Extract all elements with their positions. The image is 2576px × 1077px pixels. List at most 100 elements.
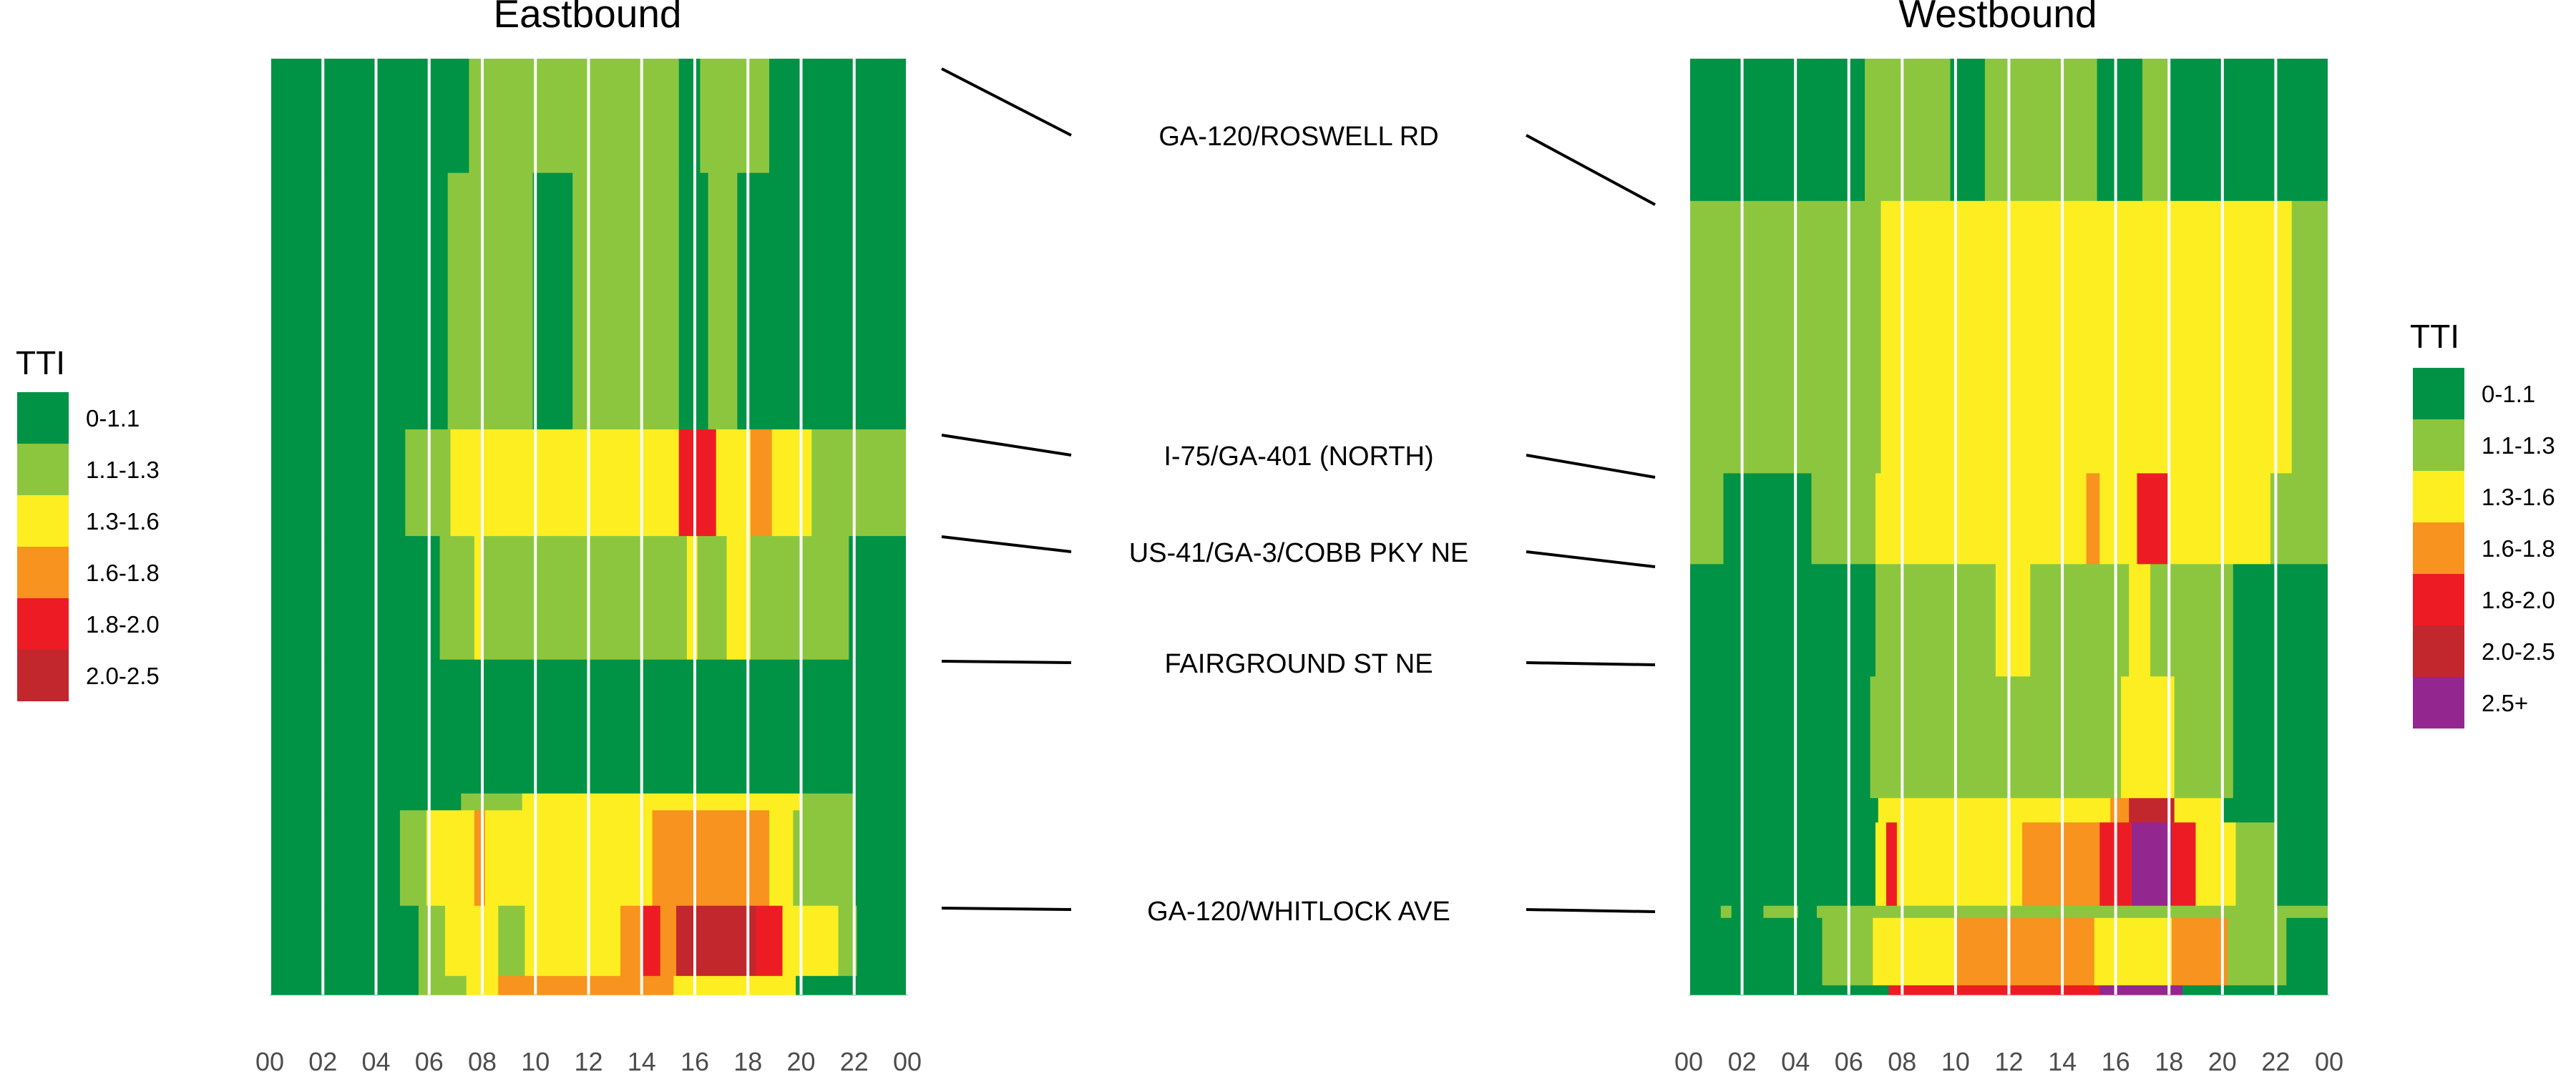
eastbound-cell-r7-c12 <box>857 905 908 977</box>
eastbound-cell-r2-c6 <box>771 429 812 537</box>
westbound-cell-r2-c4 <box>2086 473 2100 565</box>
legend-swatch-1.1-1.3 <box>17 444 69 495</box>
westbound-cell-r3-c0 <box>1689 564 1876 677</box>
eastbound-cell-r3-c1 <box>439 536 475 661</box>
westbound-cell-r7-c3 <box>1763 905 1799 919</box>
eastbound-hour-gridlines <box>268 59 909 995</box>
westbound-cell-r7-c0 <box>1689 905 1722 919</box>
westbound-cell-r0-c5 <box>2142 59 2170 202</box>
westbound-cell-r8-c7 <box>2286 917 2330 986</box>
eastbound-x-tick-label: 06 <box>415 1047 444 1073</box>
westbound-cell-r8-c0 <box>1689 917 1823 986</box>
westbound-cell-r4-c3 <box>2174 676 2234 799</box>
eastbound-cell-r2-c2 <box>450 429 680 537</box>
eastbound-cell-r2-c3 <box>678 429 717 537</box>
legend-swatch-1.8-2.0 <box>17 598 69 650</box>
westbound-x-tick-label: 04 <box>1781 1047 1810 1073</box>
westbound-cell-r3-c2 <box>1995 564 2031 677</box>
eastbound-cell-r1-c3 <box>572 172 680 430</box>
westbound-x-tick-label: 02 <box>1728 1047 1757 1073</box>
eastbound-x-tick-label: 02 <box>308 1047 337 1073</box>
eastbound-x-tick-label: 14 <box>628 1047 656 1073</box>
legend-swatch-1.8-2.0 <box>2413 574 2464 625</box>
eastbound-cell-r6-c2 <box>426 810 475 907</box>
eastbound-cell-r0-c4 <box>769 59 908 174</box>
eastbound-cell-r6-c0 <box>270 810 401 907</box>
westbound-cell-r3-c4 <box>2129 564 2151 677</box>
westbound-hour-gridlines <box>1687 59 2331 995</box>
eastbound-cell-r5-c2 <box>522 793 802 811</box>
westbound-cell-r9-c3 <box>2182 985 2330 995</box>
westbound-x-tick-label: 10 <box>1941 1047 1970 1073</box>
westbound-cell-r0-c4 <box>2097 59 2143 202</box>
legend-label: 0-1.1 <box>86 405 140 432</box>
westbound-legend: TTI 0-1.1 1.1-1.3 1.3-1.6 1.6-1.8 1.8-2.0 2.0… <box>2410 318 2555 728</box>
westbound-cell-r4-c2 <box>2121 676 2175 799</box>
eastbound-cell-r1-c1 <box>447 172 534 430</box>
eastbound-cell-r7-c7 <box>660 905 677 977</box>
westbound-cell-r2-c5 <box>2099 473 2138 565</box>
eastbound-cell-r0-c3 <box>700 59 770 174</box>
leader-line-right <box>1526 454 1656 479</box>
westbound-cell-r6-c10 <box>2275 822 2330 907</box>
westbound-cell-r6-c0 <box>1689 822 1876 907</box>
westbound-cell-r0-c0 <box>1689 59 1865 202</box>
leader-line-right <box>1526 550 1656 568</box>
eastbound-cell-r3-c5 <box>697 536 728 661</box>
westbound-cell-r6-c8 <box>2195 822 2236 907</box>
eastbound-cell-r3-c4 <box>686 536 698 661</box>
eastbound-x-tick-label: 20 <box>786 1047 815 1073</box>
eastbound-x-tick-label: 16 <box>680 1047 709 1073</box>
eastbound-x-axis-ticks: 00 02 04 06 08 10 12 14 16 18 20 22 00 <box>255 1047 922 1076</box>
eastbound-cell-r7-c10 <box>782 905 839 977</box>
westbound-title: Westbound <box>1898 0 2097 36</box>
eastbound-cell-r0-c1 <box>469 59 680 174</box>
westbound-heatmap <box>1689 59 2330 995</box>
legend-title: TTI <box>16 344 65 381</box>
leader-line-left <box>941 67 1072 137</box>
westbound-cell-r8-c3 <box>1955 917 2095 986</box>
legend-label: 1.6-1.8 <box>2482 535 2555 562</box>
eastbound-x-tick-label: 04 <box>361 1047 390 1073</box>
eastbound-cell-r8-c4 <box>673 975 796 995</box>
eastbound-cell-r2-c7 <box>811 429 908 537</box>
eastbound-cell-r5-c1 <box>461 793 523 811</box>
legend-label: 2.0-2.5 <box>86 663 160 689</box>
westbound-cell-r0-c3 <box>1984 59 2098 202</box>
legend-label: 0-1.1 <box>2482 381 2535 407</box>
eastbound-x-tick-label: 00 <box>255 1047 284 1073</box>
westbound-x-tick-label: 20 <box>2208 1047 2237 1073</box>
legend-swatch-1.6-1.8 <box>17 547 69 598</box>
eastbound-cell-r1-c6 <box>737 172 908 430</box>
westbound-cell-r1-c1 <box>1880 200 2293 474</box>
leader-line-left <box>941 907 1072 911</box>
eastbound-cell-r1-c2 <box>532 172 573 430</box>
segment-labels: GA-120/ROSWELL RD I-75/GA-401 (NORTH) US… <box>941 67 1656 927</box>
westbound-x-tick-label: 16 <box>2102 1047 2130 1073</box>
eastbound-cell-r5-c0 <box>270 793 462 811</box>
westbound-x-tick-label: 22 <box>2261 1047 2290 1073</box>
eastbound-cell-r8-c1 <box>418 975 467 995</box>
legend-swatch-1.3-1.6 <box>17 495 69 547</box>
westbound-x-tick-label: 12 <box>1994 1047 2023 1073</box>
eastbound-cell-r0-c0 <box>270 59 469 174</box>
westbound-cell-r2-c0 <box>1689 473 1724 565</box>
westbound-x-tick-label: 14 <box>2048 1047 2077 1073</box>
eastbound-cell-r2-c4 <box>716 429 751 537</box>
leader-line-left <box>941 660 1072 664</box>
eastbound-cell-r2-c0 <box>270 429 406 537</box>
westbound-cell-r8-c6 <box>2228 917 2287 986</box>
westbound-x-tick-label: 06 <box>1835 1047 1863 1073</box>
westbound-cell-r3-c3 <box>2030 564 2129 677</box>
eastbound-cell-r3-c8 <box>849 536 908 661</box>
eastbound-cell-r7-c2 <box>445 905 499 977</box>
eastbound-cell-r8-c0 <box>270 975 419 995</box>
legend-swatch-2.0-2.5 <box>17 650 69 701</box>
eastbound-cell-r7-c1 <box>418 905 446 977</box>
legend-label: 1.6-1.8 <box>86 560 160 586</box>
eastbound-cell-r7-c6 <box>641 905 661 977</box>
eastbound-cell-r7-c0 <box>270 905 419 977</box>
eastbound-cell-r1-c0 <box>270 172 449 430</box>
eastbound-cell-r5-c3 <box>801 793 855 811</box>
